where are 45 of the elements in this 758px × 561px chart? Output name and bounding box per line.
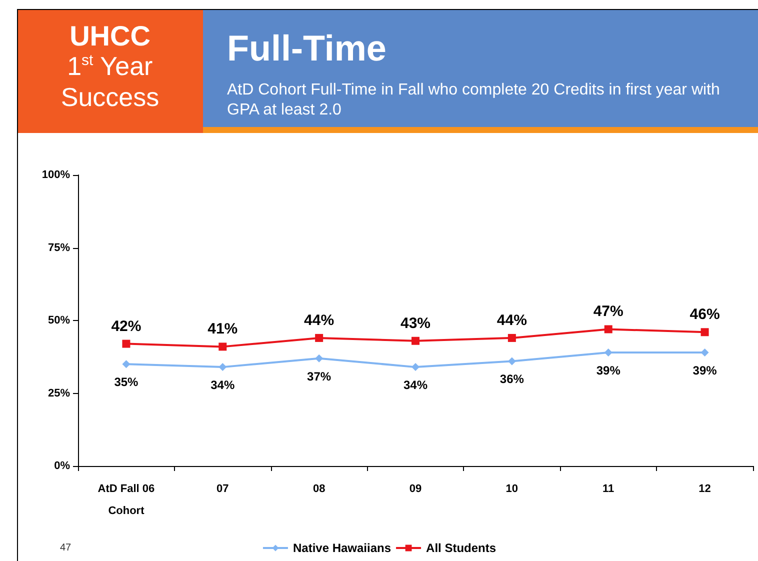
data-label: 44% — [496, 312, 527, 329]
y-tick-label: 25% — [48, 387, 70, 400]
data-label: 47% — [593, 303, 624, 320]
point — [412, 363, 420, 372]
chart-subtitle: AtD Cohort Full-Time in Fall who complete 20 Credits in first year with GPA at least 2.0 — [227, 82, 724, 118]
x-tick-label: 07 — [216, 483, 229, 495]
legend-label: All Students — [426, 541, 496, 555]
point — [315, 334, 324, 342]
point — [508, 334, 516, 342]
point — [412, 336, 420, 345]
data-label: 43% — [400, 314, 431, 332]
point — [315, 354, 324, 362]
point — [218, 342, 227, 351]
data-label: 41% — [208, 320, 238, 338]
y-tick-label: 0% — [54, 460, 70, 472]
x-tick-label: 09 — [409, 483, 422, 495]
x-tick-label: AtD Fall 06 Cohort — [98, 483, 155, 517]
data-label: 46% — [690, 306, 720, 324]
point — [604, 348, 612, 357]
data-label: 42% — [111, 318, 142, 335]
x-tick-label: 12 — [698, 483, 711, 495]
data-label: 39% — [596, 364, 621, 378]
y-tick-label: 50% — [48, 314, 70, 326]
point — [122, 340, 130, 348]
data-label: 34% — [210, 378, 235, 392]
text: 47 — [60, 542, 72, 554]
data-label: 39% — [692, 364, 718, 378]
point — [700, 348, 709, 357]
x-tick-label: 10 — [506, 483, 518, 495]
legend-label: Native Hawaiians — [292, 541, 392, 555]
point — [508, 357, 516, 366]
data-label: 36% — [500, 372, 524, 386]
point — [604, 325, 612, 334]
data-label: 37% — [307, 369, 332, 384]
point — [700, 328, 709, 336]
data-label: 44% — [304, 312, 334, 329]
y-tick-label: 100% — [42, 169, 70, 181]
x-tick-label: 11 — [602, 483, 614, 495]
y-tick-label: 75% — [48, 242, 70, 254]
point — [218, 363, 227, 372]
chart-title: Full-Time — [227, 28, 386, 68]
data-label: 35% — [114, 375, 139, 390]
data-label: 34% — [403, 378, 428, 392]
point — [122, 360, 130, 368]
x-tick-label: 08 — [312, 483, 326, 495]
